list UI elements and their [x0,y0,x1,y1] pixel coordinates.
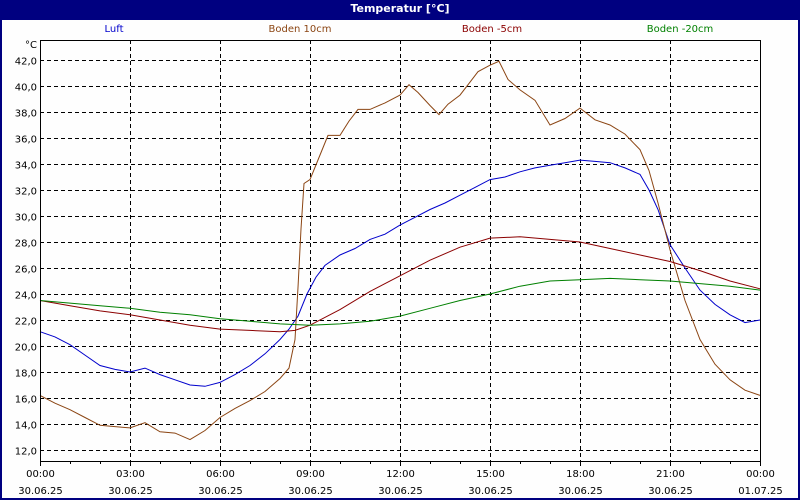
y-tick-label: 14,0 [15,421,37,432]
x-tick-date: 01.07.25 [738,486,783,497]
y-tick-label: 18,0 [15,369,37,380]
window-title: Temperatur [°C] [350,2,450,15]
y-unit-label: °C [25,40,37,51]
x-tick-date: 30.06.25 [378,486,423,497]
y-tick-label: 22,0 [15,317,37,328]
plot-frame [40,40,761,462]
x-tick-date: 30.06.25 [468,486,513,497]
y-tick-label: 38,0 [15,109,37,120]
x-tick-time: 06:00 [206,469,235,480]
y-tick-label: 34,0 [15,161,37,172]
series-boden-5cm [39,236,761,333]
x-tick-date: 30.06.25 [648,486,693,497]
y-tick-label: 32,0 [15,187,37,198]
x-tick-time: 09:00 [296,469,325,480]
legend-item-boden-10cm: Boden 10cm [268,24,332,35]
x-tick-time: 12:00 [386,469,415,480]
y-tick-label: 40,0 [15,83,37,94]
x-tick-date: 30.06.25 [198,486,243,497]
y-tick-label: 12,0 [15,447,37,458]
y-tick-label: 36,0 [15,135,37,146]
legend-item-luft: Luft [104,24,124,35]
x-tick-time: 00:00 [746,469,775,480]
x-tick-time: 18:00 [566,469,595,480]
legend-item-boden-20cm: Boden -20cm [646,24,714,35]
x-tick-date: 30.06.25 [288,486,333,497]
y-tick-label: 42,0 [15,57,37,68]
series-luft [39,159,761,387]
x-tick-time: 00:00 [26,469,55,480]
x-tick-date: 30.06.25 [18,486,63,497]
y-tick-label: 26,0 [15,265,37,276]
legend-item-boden-5cm: Boden -5cm [461,24,523,35]
y-tick-label: 16,0 [15,395,37,406]
y-tick-label: 20,0 [15,343,37,354]
y-tick-label: 28,0 [15,239,37,250]
x-tick-time: 15:00 [476,469,505,480]
x-tick-time: 21:00 [656,469,685,480]
y-tick-label: 24,0 [15,291,37,302]
x-tick-date: 30.06.25 [108,486,153,497]
y-tick-label: 30,0 [15,213,37,224]
series-boden-10cm [39,60,761,441]
x-tick-time: 03:00 [116,469,145,480]
x-tick-date: 30.06.25 [558,486,603,497]
series-boden-20cm [39,277,761,326]
